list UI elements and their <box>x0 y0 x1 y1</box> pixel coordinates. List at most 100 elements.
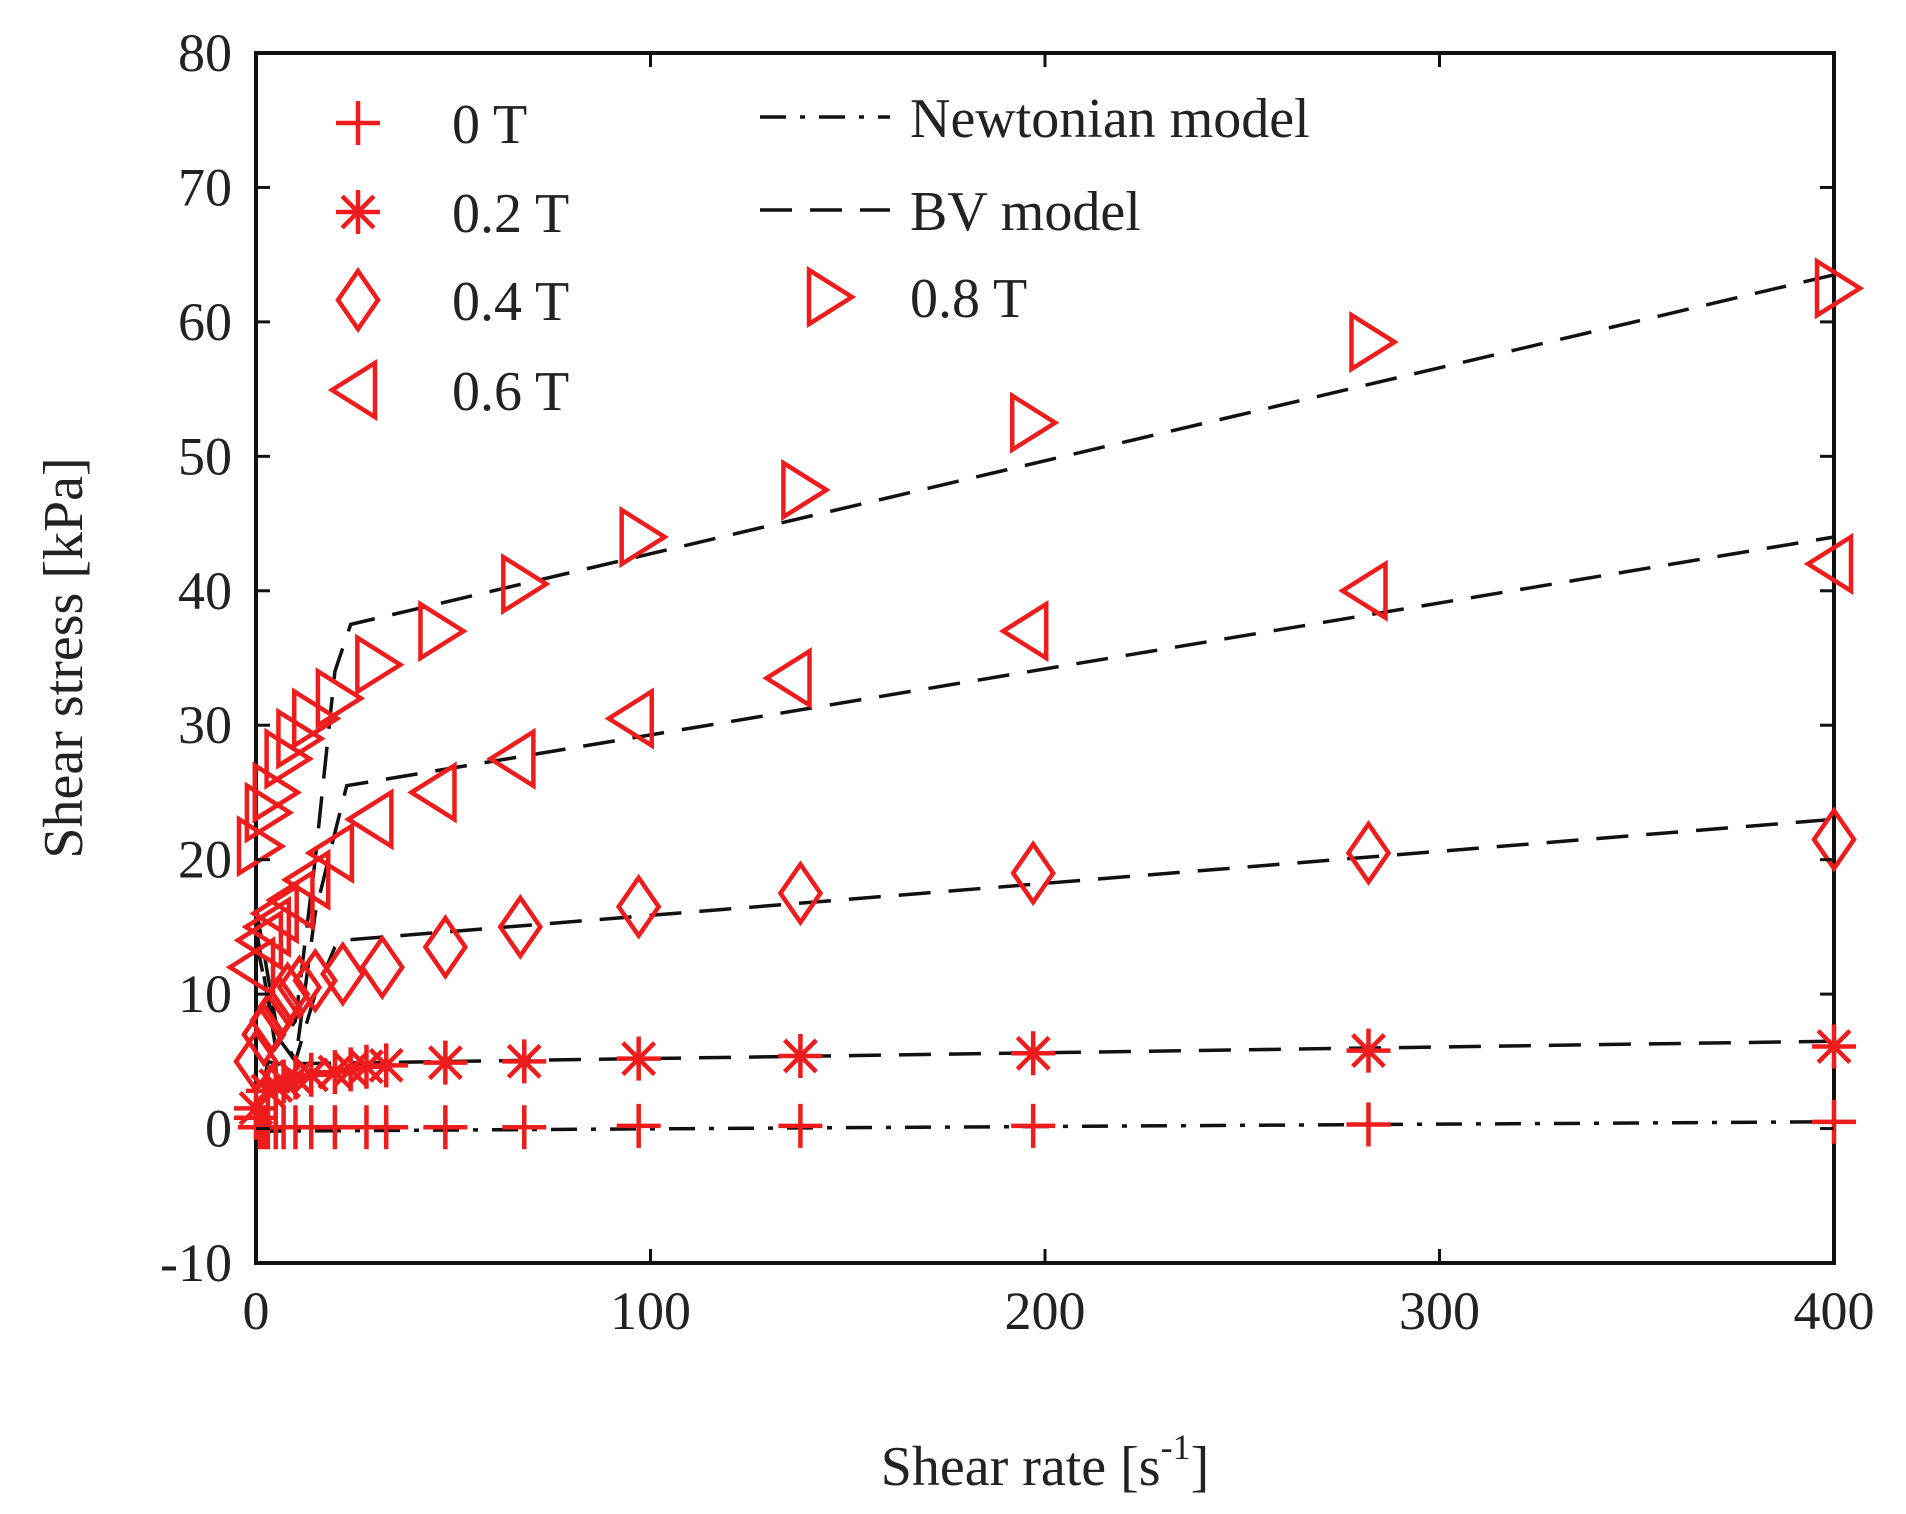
data-point-0-6-t <box>604 687 654 750</box>
data-point-0-4-t <box>249 988 295 1054</box>
data-point-0-2-t-shape <box>253 1063 298 1108</box>
series-0-6-t <box>225 532 1854 999</box>
y-tick-label: 60 <box>178 292 232 352</box>
data-point-0-2-t-shape <box>1011 1031 1056 1076</box>
data-point-0-6-t-shape <box>1803 532 1854 595</box>
y-tick-label: 50 <box>178 426 232 486</box>
data-point-0-2-t <box>502 1039 547 1084</box>
legend-label: 0.2 T <box>452 183 569 245</box>
data-point-0-4-t <box>241 1001 287 1068</box>
legend-marker-0-4-t-shape <box>335 267 381 333</box>
data-point-0-6-t <box>407 761 457 824</box>
series-0-4-t <box>233 806 1857 1095</box>
data-point-0-6-t-shape <box>304 821 355 885</box>
data-point-0-6-t-shape <box>344 788 394 851</box>
data-point-0-t-shape <box>1011 1103 1056 1148</box>
x-tick-label: 200 <box>1005 1281 1086 1341</box>
y-axis-title: Shear stress [kPa] <box>33 457 95 858</box>
legend-item-0-8-t: 0.8 T <box>806 265 1027 330</box>
data-point-0-4-t <box>276 954 323 1021</box>
data-point-0-2-t <box>1812 1024 1856 1069</box>
data-point-0-6-t <box>762 647 812 710</box>
data-point-0-6-t-shape <box>265 868 315 932</box>
data-point-0-6-t-shape <box>241 895 292 958</box>
data-point-0-6-t-shape <box>1338 559 1388 622</box>
y-tick-label: 20 <box>178 830 232 890</box>
data-point-0-t <box>1346 1102 1391 1147</box>
data-point-0-t-shape <box>778 1103 823 1148</box>
data-point-0-4-t-shape <box>777 860 824 927</box>
model-line-bv-model-0-4-t <box>254 817 1835 1067</box>
data-point-0-8-t-shape <box>355 633 405 696</box>
legend-item-0-6-t: 0.6 T <box>327 358 569 423</box>
data-point-0-4-t-shape <box>1345 819 1392 886</box>
data-point-0-6-t-shape <box>604 687 654 750</box>
data-point-0-2-t-shape <box>423 1040 468 1085</box>
data-point-0-4-t <box>320 940 366 1007</box>
data-point-0-t-shape <box>423 1105 468 1150</box>
data-point-0-2-t-shape <box>328 1047 373 1092</box>
data-point-0-6-t <box>249 882 299 945</box>
data-point-0-4-t-shape <box>292 947 338 1014</box>
data-point-0-4-t-shape <box>256 974 303 1041</box>
data-point-0-t <box>364 1105 409 1150</box>
data-point-0-6-t <box>998 600 1049 663</box>
data-point-0-8-t <box>355 633 405 696</box>
data-point-0-2-t-shape <box>1346 1028 1391 1073</box>
data-point-0-8-t-shape <box>244 781 295 844</box>
legend-label: Newtonian model <box>910 88 1310 150</box>
data-point-0-8-t <box>244 781 295 844</box>
legend-marker-0-8-t <box>806 265 857 329</box>
y-tick-label: 10 <box>178 964 232 1024</box>
data-point-0-2-t-shape <box>616 1036 661 1081</box>
data-point-0-4-t <box>1345 819 1392 886</box>
y-tick-label: -10 <box>160 1233 232 1293</box>
data-point-0-t <box>616 1103 661 1148</box>
y-tick-label: 30 <box>178 695 232 755</box>
x-tick-label: 300 <box>1399 1281 1480 1341</box>
data-point-0-t <box>1011 1103 1056 1148</box>
axis-titles: Shear rate [s-1] Shear stress [kPa] <box>33 457 1209 1498</box>
data-point-0-6-t <box>265 868 315 932</box>
data-point-0-8-t <box>619 505 669 569</box>
data-point-0-8-t <box>1814 257 1865 320</box>
x-tick-label: 0 <box>243 1281 270 1341</box>
legend-marker-0-t-shape <box>336 101 380 145</box>
data-point-0-8-t-shape <box>276 707 326 770</box>
data-point-0-4-t <box>777 860 824 927</box>
data-point-0-4-t <box>256 974 303 1041</box>
data-point-0-8-t-shape <box>418 600 468 663</box>
y-tick-label: 80 <box>178 23 232 83</box>
series-0-2-t <box>234 1024 1856 1131</box>
legend-marker-0-6-t <box>327 358 378 422</box>
series-0-t <box>234 1095 1856 1150</box>
data-point-0-2-t-shape <box>289 1052 334 1097</box>
data-point-0-t-shape <box>616 1103 661 1148</box>
legend-label: 0.8 T <box>910 268 1027 330</box>
data-point-0-2-t <box>364 1043 409 1088</box>
x-axis-title: Shear rate [s-1] <box>881 1427 1210 1498</box>
legend-label: BV model <box>910 181 1141 243</box>
data-point-0-4-t <box>615 873 662 940</box>
data-point-0-t-shape <box>1346 1102 1391 1147</box>
data-point-0-2-t-shape <box>273 1055 318 1100</box>
data-point-0-4-t-shape <box>422 914 469 981</box>
data-point-0-t <box>502 1105 547 1150</box>
legend-item-0-t: 0 T <box>336 94 527 156</box>
data-point-0-4-t-shape <box>1811 806 1857 873</box>
legend-marker-0-2-t <box>336 190 380 234</box>
data-point-0-8-t-shape <box>501 552 551 616</box>
data-point-0-4-t-shape <box>359 934 405 1001</box>
data-point-0-4-t <box>292 947 338 1014</box>
data-point-0-2-t <box>273 1055 318 1100</box>
y-tick-label: 70 <box>178 157 232 217</box>
legend-marker-0-t <box>336 101 380 145</box>
data-point-0-6-t <box>225 936 276 999</box>
y-tick-label: 40 <box>178 561 232 621</box>
legend-item-0-4-t: 0.4 T <box>335 267 569 333</box>
data-point-0-6-t <box>233 909 284 972</box>
data-point-0-2-t <box>1346 1028 1391 1073</box>
data-point-0-2-t-shape <box>364 1043 409 1088</box>
data-point-0-8-t <box>418 600 468 663</box>
data-point-0-6-t-shape <box>762 647 812 710</box>
